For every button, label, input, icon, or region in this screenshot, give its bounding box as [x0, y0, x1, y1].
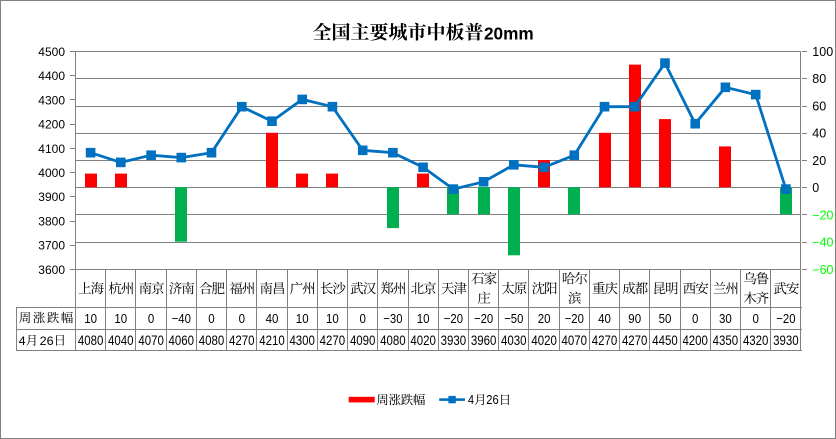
svg-text:4200: 4200	[682, 332, 708, 348]
svg-text:20mm: 20mm	[484, 24, 534, 44]
svg-text:4300: 4300	[289, 332, 315, 348]
svg-text:3600: 3600	[38, 263, 65, 277]
svg-text:40: 40	[266, 311, 279, 326]
svg-text:4070: 4070	[562, 332, 588, 348]
svg-text:4210: 4210	[259, 332, 285, 348]
svg-text:30: 30	[719, 311, 732, 326]
svg-text:4270: 4270	[592, 332, 618, 348]
svg-text:4: 4	[468, 393, 474, 407]
svg-text:4080: 4080	[78, 332, 104, 348]
svg-text:4040: 4040	[108, 332, 134, 348]
svg-text:60: 60	[812, 99, 826, 113]
svg-text:4450: 4450	[652, 332, 678, 348]
svg-text:4350: 4350	[713, 332, 739, 348]
svg-text:80: 80	[812, 72, 826, 86]
svg-text:4200: 4200	[38, 118, 65, 132]
svg-text:40: 40	[812, 127, 826, 141]
svg-text:4100: 4100	[38, 142, 65, 156]
svg-text:4500: 4500	[38, 45, 65, 59]
svg-text:−30: −30	[383, 311, 402, 326]
svg-text:20: 20	[538, 311, 551, 326]
svg-text:10: 10	[417, 311, 430, 326]
svg-text:3800: 3800	[38, 215, 65, 229]
svg-text:4070: 4070	[138, 332, 164, 348]
svg-text:−20: −20	[812, 208, 833, 222]
svg-text:4: 4	[19, 334, 26, 348]
svg-text:90: 90	[628, 311, 641, 326]
svg-text:−20: −20	[444, 311, 463, 326]
svg-text:4270: 4270	[229, 332, 255, 348]
svg-text:0: 0	[692, 311, 698, 326]
svg-text:−40: −40	[812, 236, 833, 250]
svg-text:−20: −20	[474, 311, 493, 326]
svg-text:4080: 4080	[380, 332, 406, 348]
svg-text:−20: −20	[565, 311, 584, 326]
svg-text:10: 10	[114, 311, 127, 326]
svg-text:4300: 4300	[38, 93, 65, 107]
svg-text:3900: 3900	[38, 190, 65, 204]
svg-text:26: 26	[486, 393, 498, 407]
svg-text:4020: 4020	[410, 332, 436, 348]
svg-text:4090: 4090	[350, 332, 376, 348]
svg-text:4320: 4320	[743, 332, 769, 348]
svg-text:0: 0	[753, 311, 759, 326]
svg-text:−20: −20	[776, 311, 795, 326]
svg-text:4060: 4060	[169, 332, 195, 348]
svg-text:40: 40	[598, 311, 611, 326]
svg-text:26: 26	[40, 334, 54, 348]
svg-text:3930: 3930	[441, 332, 467, 348]
svg-text:3960: 3960	[471, 332, 497, 348]
svg-text:−50: −50	[504, 311, 523, 326]
svg-text:3930: 3930	[773, 332, 799, 348]
svg-text:4400: 4400	[38, 69, 65, 83]
svg-text:3700: 3700	[38, 239, 65, 253]
svg-text:10: 10	[84, 311, 97, 326]
svg-text:10: 10	[296, 311, 309, 326]
svg-text:−60: −60	[812, 263, 833, 277]
svg-text:4020: 4020	[531, 332, 557, 348]
svg-text:4270: 4270	[320, 332, 346, 348]
svg-text:4000: 4000	[38, 166, 65, 180]
svg-text:4030: 4030	[501, 332, 527, 348]
svg-text:−40: −40	[172, 311, 191, 326]
svg-text:0: 0	[239, 311, 245, 326]
svg-text:0: 0	[360, 311, 366, 326]
svg-text:50: 50	[659, 311, 672, 326]
svg-text:0: 0	[812, 181, 819, 195]
svg-text:100: 100	[812, 45, 833, 59]
svg-text:10: 10	[326, 311, 339, 326]
svg-text:4080: 4080	[199, 332, 225, 348]
svg-text:0: 0	[148, 311, 154, 326]
svg-text:4270: 4270	[622, 332, 648, 348]
svg-text:0: 0	[208, 311, 214, 326]
svg-text:20: 20	[812, 154, 826, 168]
